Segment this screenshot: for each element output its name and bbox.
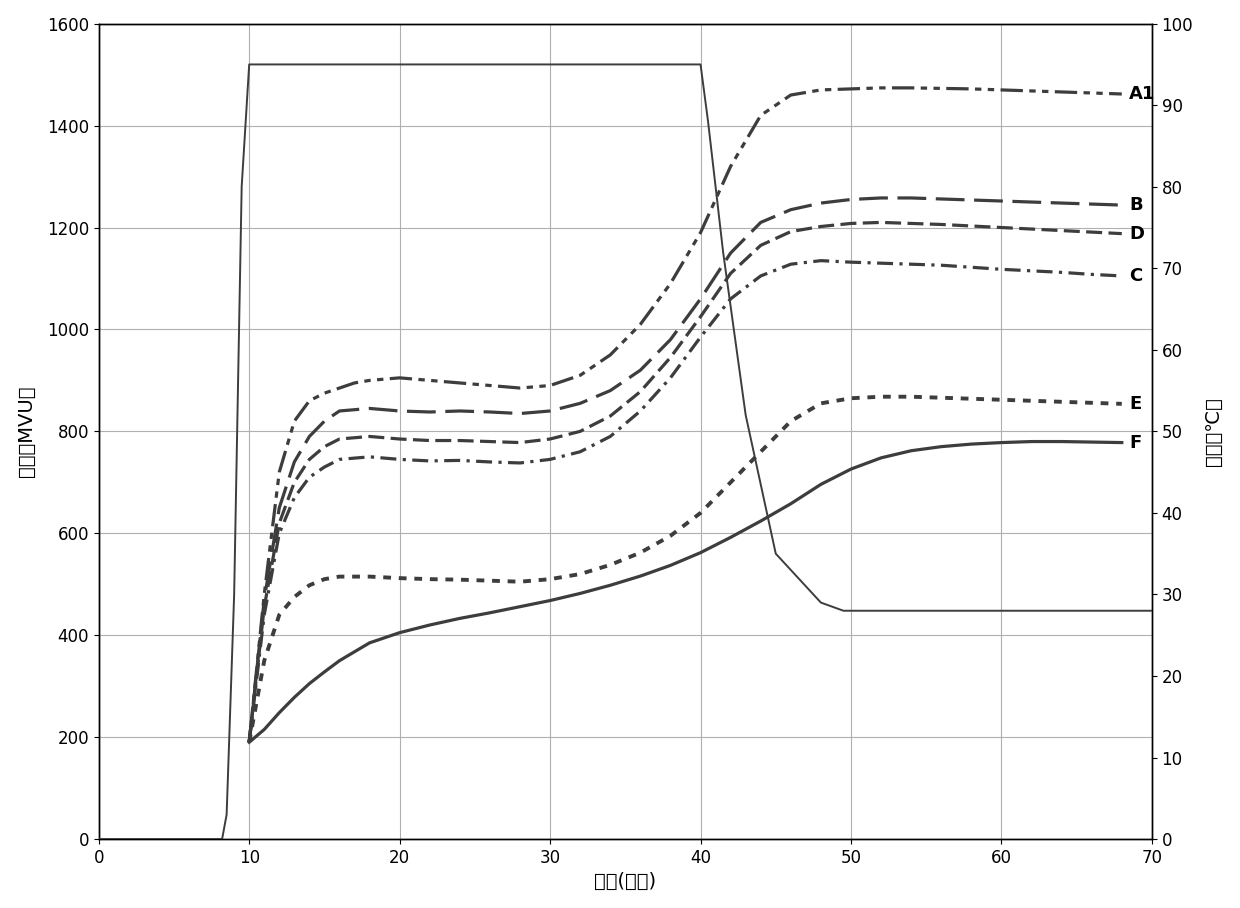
Y-axis label: 温度（℃）: 温度（℃） xyxy=(1204,397,1224,466)
Text: B: B xyxy=(1130,196,1143,214)
Text: F: F xyxy=(1130,434,1142,451)
Text: C: C xyxy=(1130,267,1142,285)
Text: D: D xyxy=(1130,224,1145,242)
Y-axis label: 粘度（MVU）: 粘度（MVU） xyxy=(16,386,36,477)
X-axis label: 时间(分钟): 时间(分钟) xyxy=(594,873,656,892)
Text: A1: A1 xyxy=(1130,85,1156,103)
Text: E: E xyxy=(1130,395,1142,413)
